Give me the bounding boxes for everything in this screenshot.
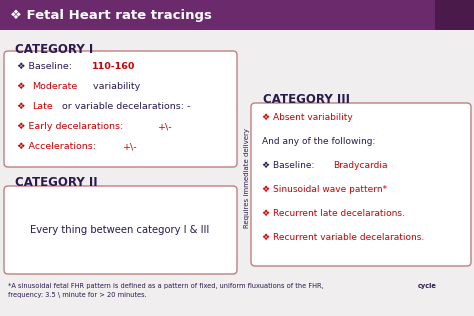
Text: ❖ Recurrent variable decelarations.: ❖ Recurrent variable decelarations. (262, 233, 424, 242)
Text: +\-: +\- (158, 122, 173, 131)
Text: CATEGORY III: CATEGORY III (263, 93, 350, 106)
Text: ❖ Baseline:: ❖ Baseline: (17, 62, 75, 71)
Text: CATEGORY I: CATEGORY I (15, 43, 93, 56)
Text: And any of the following:: And any of the following: (262, 137, 375, 146)
Text: Moderate: Moderate (32, 82, 77, 91)
Text: +\-: +\- (123, 142, 137, 151)
Text: ❖ Baseline:: ❖ Baseline: (262, 161, 317, 170)
Text: *A sinusoidal fetal FHR pattern is defined as a pattern of fixed, uniform fluxua: *A sinusoidal fetal FHR pattern is defin… (8, 283, 326, 289)
Text: variability: variability (90, 82, 140, 91)
Text: ❖ Absent variability: ❖ Absent variability (262, 113, 353, 122)
Text: Bradycardia: Bradycardia (333, 161, 388, 170)
FancyBboxPatch shape (0, 0, 474, 30)
Text: Every thing between category I & III: Every thing between category I & III (30, 225, 210, 235)
Text: 110-160: 110-160 (92, 62, 135, 71)
FancyBboxPatch shape (251, 103, 471, 266)
FancyBboxPatch shape (4, 186, 237, 274)
Text: frequency: 3.5 \ minute for > 20 minutes.: frequency: 3.5 \ minute for > 20 minutes… (8, 292, 147, 298)
Text: ❖: ❖ (17, 102, 28, 111)
Text: cycle: cycle (418, 283, 437, 289)
Text: Requires immediate delivery: Requires immediate delivery (244, 128, 250, 228)
Text: ❖ Early decelarations:: ❖ Early decelarations: (17, 122, 126, 131)
Text: ❖ Fetal Heart rate tracings: ❖ Fetal Heart rate tracings (10, 9, 212, 21)
Text: ❖: ❖ (17, 82, 28, 91)
Text: ❖ Sinusoidal wave pattern*: ❖ Sinusoidal wave pattern* (262, 185, 387, 194)
Text: ❖ Recurrent late decelarations.: ❖ Recurrent late decelarations. (262, 209, 405, 218)
FancyBboxPatch shape (435, 0, 474, 30)
Text: or variable decelarations: -: or variable decelarations: - (59, 102, 190, 111)
FancyBboxPatch shape (4, 51, 237, 167)
Text: Late: Late (32, 102, 53, 111)
Text: CATEGORY II: CATEGORY II (15, 176, 98, 189)
Text: ❖ Accelerations:: ❖ Accelerations: (17, 142, 99, 151)
